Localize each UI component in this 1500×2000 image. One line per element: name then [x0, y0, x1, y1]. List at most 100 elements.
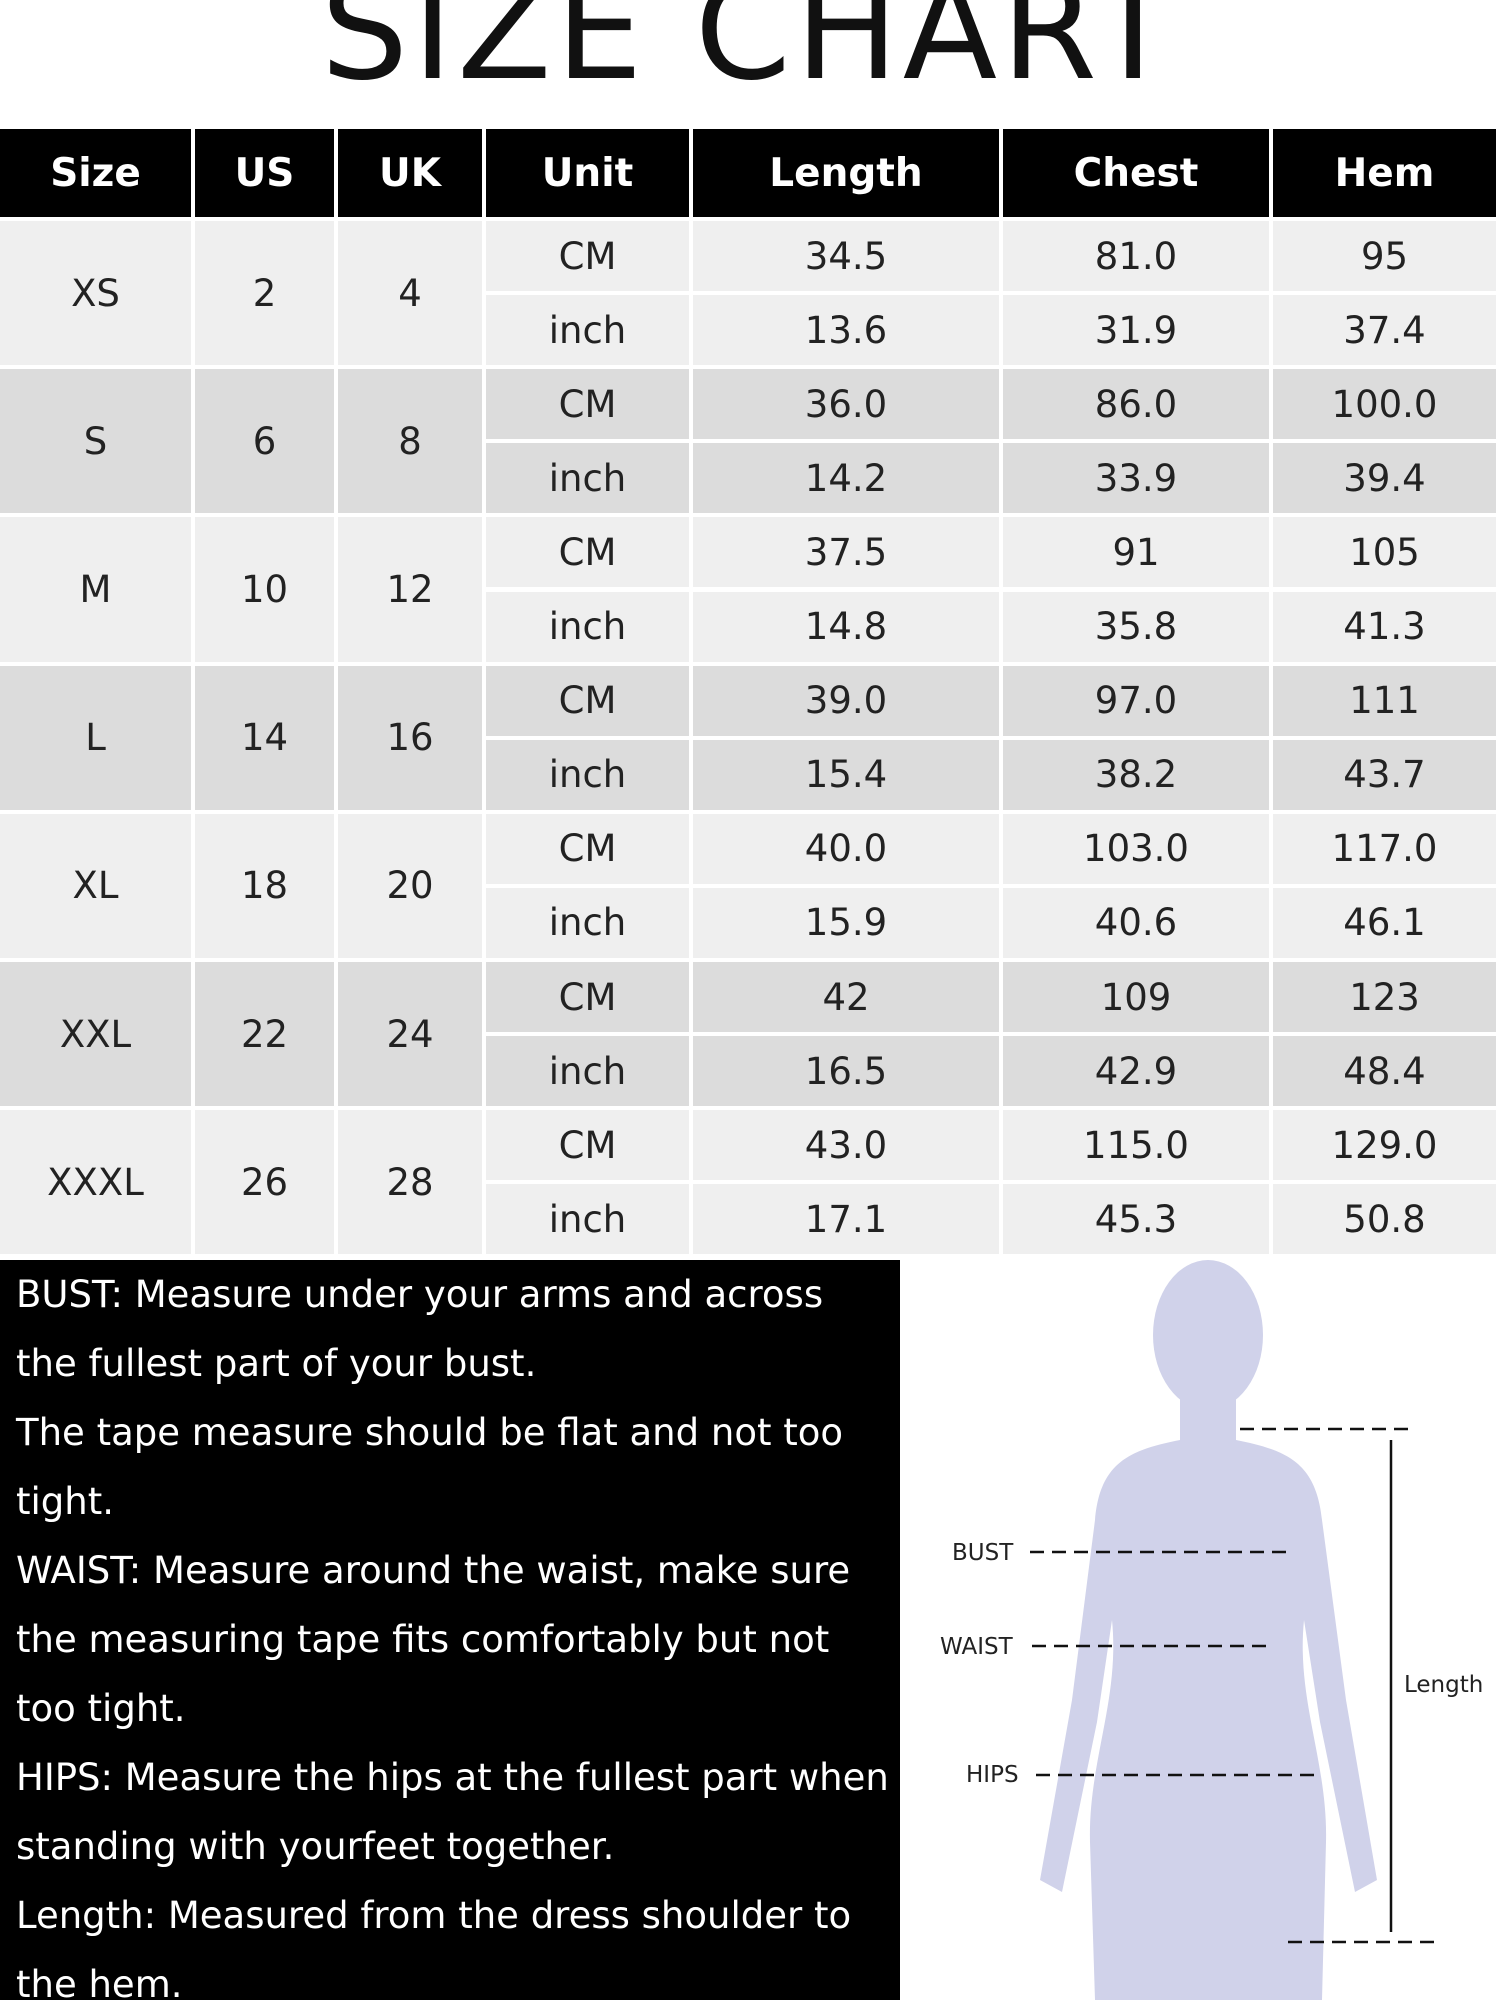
uk-cell: 28 [338, 1110, 486, 1259]
header-cell: Length [693, 129, 1003, 221]
size-cell: S [0, 369, 195, 518]
us-cell: 10 [195, 517, 338, 666]
uk-cell: 20 [338, 813, 486, 962]
unit-cell: inch [486, 295, 693, 370]
size-cell: XXXL [0, 1110, 195, 1259]
unit-cell: inch [486, 1184, 693, 1259]
header-cell: UK [338, 129, 486, 221]
uk-cell: 16 [338, 665, 486, 814]
measure-cell: 36.0 [693, 369, 1003, 444]
measure-cell: 129.0 [1273, 1110, 1500, 1185]
measure-cell: 34.5 [693, 221, 1003, 296]
us-cell: 26 [195, 1110, 338, 1259]
size-cell: XS [0, 221, 195, 370]
measure-cell: 16.5 [693, 1036, 1003, 1111]
measure-cell: 13.6 [693, 295, 1003, 370]
size-cell: L [0, 665, 195, 814]
measure-cell: 38.2 [1003, 739, 1273, 814]
measure-cell: 105 [1273, 517, 1500, 592]
bust-label: BUST [952, 1540, 1014, 1566]
measure-cell: 111 [1273, 665, 1500, 740]
measure-lines [1030, 1427, 1442, 1944]
measure-cell: 37.5 [693, 517, 1003, 592]
measure-cell: 91 [1003, 517, 1273, 592]
measure-cell: 40.6 [1003, 887, 1273, 962]
header-cell: Hem [1273, 129, 1500, 221]
measure-cell: 15.4 [693, 739, 1003, 814]
note: The tape measure should be flat and not … [16, 1411, 844, 1523]
note: WAIST: Measure around the waist, make su… [16, 1549, 851, 1730]
head [1153, 1260, 1263, 1410]
notes: BUST: Measure under your arms and across… [0, 1260, 900, 2000]
unit-cell: CM [486, 369, 693, 444]
length-label: Length [1404, 1672, 1483, 1698]
unit-cell: CM [486, 665, 693, 740]
title: SIZE CHART [320, 0, 1180, 111]
measure-cell: 14.2 [693, 443, 1003, 518]
note: BUST: Measure under your arms and across… [16, 1273, 824, 1385]
unit-cell: inch [486, 591, 693, 666]
measure-cell: 35.8 [1003, 591, 1273, 666]
measure-cell: 40.0 [693, 813, 1003, 888]
header-cell: Size [0, 129, 195, 221]
unit-cell: CM [486, 517, 693, 592]
us-cell: 2 [195, 221, 338, 370]
body-diagram: BUST WAIST HIPS Length [940, 1260, 1483, 2000]
silhouette [1040, 1395, 1377, 2000]
measure-cell: 42 [693, 962, 1003, 1037]
measure-cell: 15.9 [693, 887, 1003, 962]
measure-cell: 48.4 [1273, 1036, 1500, 1111]
measure-cell: 50.8 [1273, 1184, 1500, 1259]
measure-cell: 103.0 [1003, 813, 1273, 888]
measure-cell: 123 [1273, 962, 1500, 1037]
uk-cell: 12 [338, 517, 486, 666]
uk-cell: 8 [338, 369, 486, 518]
unit-cell: inch [486, 887, 693, 962]
waist-label: WAIST [940, 1634, 1014, 1660]
header-cell: US [195, 129, 338, 221]
us-cell: 14 [195, 665, 338, 814]
measure-cell: 39.4 [1273, 443, 1500, 518]
note: Length: Measured from the dress shoulder… [16, 1894, 852, 2000]
size-cell: XXL [0, 962, 195, 1111]
measure-cell: 97.0 [1003, 665, 1273, 740]
measure-cell: 39.0 [693, 665, 1003, 740]
measure-cell: 109 [1003, 962, 1273, 1037]
size-cell: XL [0, 813, 195, 962]
unit-cell: CM [486, 962, 693, 1037]
size-cell: M [0, 517, 195, 666]
measure-cell: 43.7 [1273, 739, 1500, 814]
header-cell: Chest [1003, 129, 1273, 221]
measure-cell: 100.0 [1273, 369, 1500, 444]
measure-cell: 41.3 [1273, 591, 1500, 666]
measure-cell: 115.0 [1003, 1110, 1273, 1185]
header-cell: Unit [486, 129, 693, 221]
measure-cell: 42.9 [1003, 1036, 1273, 1111]
hips-label: HIPS [966, 1762, 1019, 1788]
measure-cell: 31.9 [1003, 295, 1273, 370]
note: HIPS: Measure the hips at the fullest pa… [16, 1756, 889, 1868]
uk-cell: 24 [338, 962, 486, 1111]
unit-cell: inch [486, 739, 693, 814]
unit-cell: inch [486, 443, 693, 518]
measure-cell: 37.4 [1273, 295, 1500, 370]
us-cell: 18 [195, 813, 338, 962]
measure-cell: 117.0 [1273, 813, 1500, 888]
measure-cell: 45.3 [1003, 1184, 1273, 1259]
unit-cell: CM [486, 221, 693, 296]
measure-cell: 43.0 [693, 1110, 1003, 1185]
unit-cell: CM [486, 1110, 693, 1185]
measure-cell: 81.0 [1003, 221, 1273, 296]
us-cell: 6 [195, 369, 338, 518]
measure-cell: 46.1 [1273, 887, 1500, 962]
measure-cell: 33.9 [1003, 443, 1273, 518]
us-cell: 22 [195, 962, 338, 1111]
measure-cell: 14.8 [693, 591, 1003, 666]
unit-cell: inch [486, 1036, 693, 1111]
measure-cell: 86.0 [1003, 369, 1273, 444]
unit-cell: CM [486, 813, 693, 888]
measure-cell: 17.1 [693, 1184, 1003, 1259]
measure-cell: 95 [1273, 221, 1500, 296]
uk-cell: 4 [338, 221, 486, 370]
